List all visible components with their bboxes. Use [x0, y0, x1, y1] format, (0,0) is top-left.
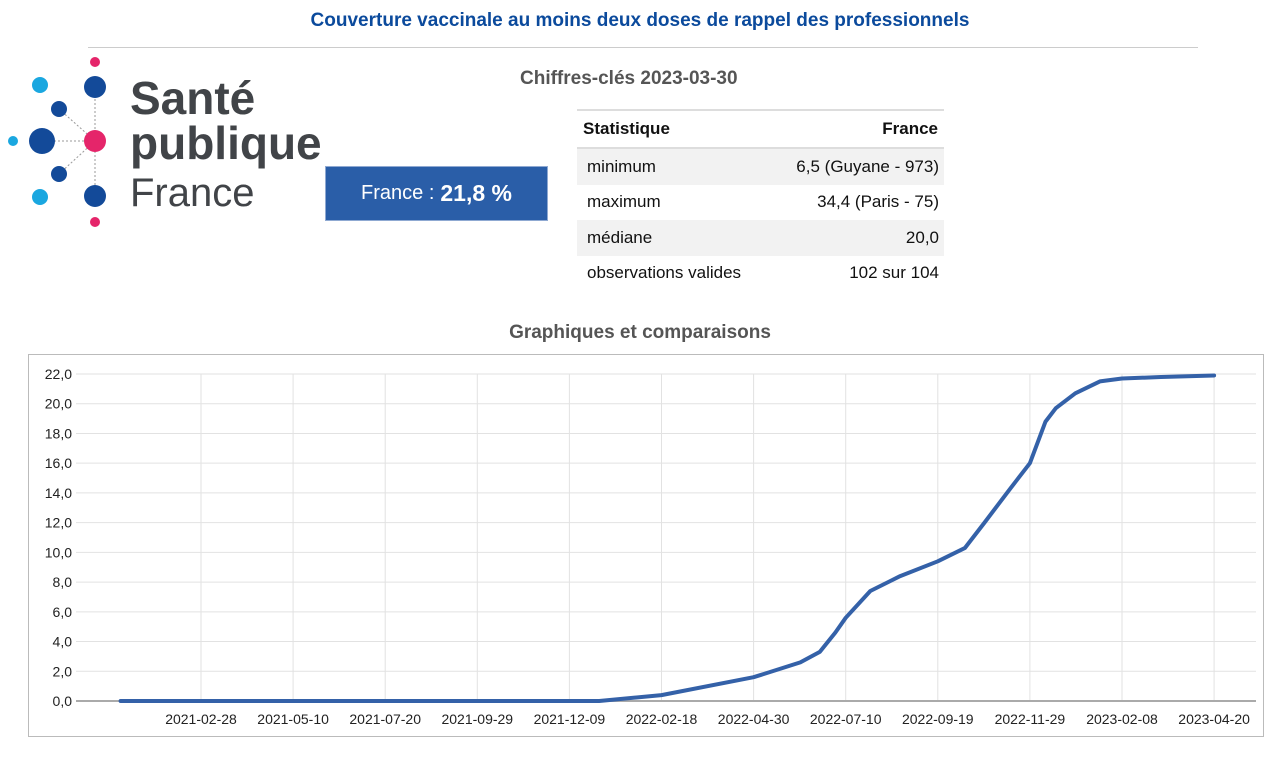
- kpi-value: 21,8 %: [440, 180, 512, 206]
- x-tick-label: 2021-05-10: [257, 711, 329, 727]
- page-title: Couverture vaccinale au moins deux doses…: [310, 10, 970, 31]
- table-row: maximum 34,4 (Paris - 75): [577, 185, 944, 221]
- stat-value: 6,5 (Guyane - 973): [766, 148, 944, 185]
- key-figures-title: Chiffres-clés 2023-03-30: [520, 68, 738, 89]
- line-chart: 0,0 2,0 4,0 6,0 8,0 10,0 12,0 14,0 16,0 18,0 20,0 2…: [45, 366, 1256, 727]
- x-tick-label: 2023-04-20: [1178, 711, 1250, 727]
- y-tick-label: 8,0: [53, 574, 73, 590]
- x-tick-label: 2021-12-09: [534, 711, 606, 727]
- stat-value: 102 sur 104: [849, 263, 939, 283]
- stat-label: maximum: [587, 192, 661, 212]
- y-tick-label: 22,0: [45, 366, 72, 382]
- stat-label: médiane: [577, 220, 767, 256]
- x-tick-label: 2021-09-29: [441, 711, 513, 727]
- y-tick-label: 6,0: [53, 604, 73, 620]
- x-tick-label: 2022-02-18: [626, 711, 698, 727]
- chart-container: 0,0 2,0 4,0 6,0 8,0 10,0 12,0 14,0 16,0 18,0 20,0 2…: [28, 354, 1264, 737]
- title-divider: [88, 47, 1198, 48]
- y-tick-label: 16,0: [45, 455, 72, 471]
- stat-value: 34,4 (Paris - 75): [817, 192, 939, 212]
- stat-value: 20,0: [766, 220, 944, 256]
- charts-section-title: Graphiques et comparaisons: [509, 322, 771, 343]
- x-tick-label: 2021-02-28: [165, 711, 237, 727]
- logo-text-publique: publique: [130, 117, 322, 169]
- y-tick-label: 4,0: [53, 634, 73, 650]
- x-tick-label: 2022-04-30: [718, 711, 790, 727]
- x-tick-label: 2022-11-29: [995, 711, 1066, 727]
- x-tick-label: 2023-02-08: [1086, 711, 1158, 727]
- x-tick-label: 2021-07-20: [349, 711, 421, 727]
- kpi-label: France :: [361, 182, 435, 204]
- key-figures-table: Statistique France minimum 6,5 (Guyane - 9…: [577, 109, 944, 291]
- y-tick-label: 2,0: [53, 663, 73, 679]
- x-tick-label: 2022-09-19: [902, 711, 974, 727]
- table-row: médiane 20,0: [577, 220, 944, 256]
- y-tick-label: 14,0: [45, 485, 72, 501]
- series-line-france: [118, 373, 1217, 703]
- x-tick-label: 2022-07-10: [810, 711, 882, 727]
- column-header-statistique: Statistique: [577, 109, 767, 149]
- table-row: observations valides 102 sur 104: [577, 256, 944, 292]
- stat-label: minimum: [577, 148, 767, 185]
- y-tick-label: 12,0: [45, 515, 72, 531]
- y-tick-label: 0,0: [53, 693, 73, 709]
- y-tick-label: 18,0: [45, 425, 72, 441]
- logo-text-sante: Santé: [130, 72, 256, 124]
- stat-label: observations valides: [587, 263, 742, 283]
- logo-text-france: France: [130, 171, 255, 215]
- table-row: minimum 6,5 (Guyane - 973): [577, 148, 944, 185]
- logo-molecule-icon: [8, 57, 106, 227]
- y-tick-label: 10,0: [45, 544, 72, 560]
- france-kpi-box: France : 21,8 %: [326, 167, 547, 220]
- column-header-france: France: [766, 109, 944, 149]
- sante-publique-france-logo: Santé publique France: [0, 50, 322, 230]
- y-tick-label: 20,0: [45, 396, 72, 412]
